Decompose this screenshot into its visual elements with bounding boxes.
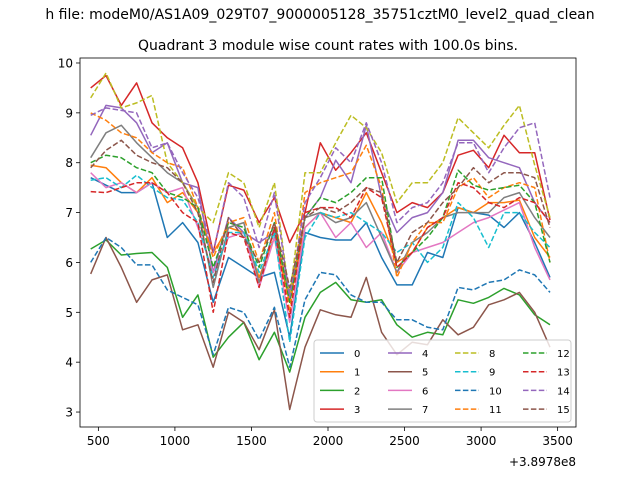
legend-label-9: 9 [489, 368, 495, 379]
x-tick-label: 2500 [389, 434, 420, 448]
x-offset-label: +3.8978e8 [509, 455, 576, 469]
y-tick-label: 4 [65, 356, 73, 370]
legend-label-1: 1 [354, 368, 360, 379]
legend-label-8: 8 [489, 349, 495, 360]
figure-suptitle: h file: modeM0/AS1A09_029T07_9000005128_… [45, 7, 594, 23]
legend-label-6: 6 [422, 386, 428, 397]
series-line-8 [90, 72, 551, 299]
series-line-2 [90, 239, 551, 373]
legend-label-11: 11 [489, 405, 502, 416]
legend-label-7: 7 [422, 405, 428, 416]
series-line-3 [90, 74, 551, 254]
legend-label-14: 14 [557, 386, 570, 397]
chart-title: Quadrant 3 module wise count rates with … [138, 38, 518, 54]
x-tick-label: 3500 [542, 434, 573, 448]
y-tick-label: 3 [65, 406, 73, 420]
x-tick-label: 2000 [313, 434, 344, 448]
y-tick-label: 8 [65, 156, 73, 170]
x-tick-label: 1000 [160, 434, 191, 448]
y-tick-label: 9 [65, 106, 73, 120]
legend-label-15: 15 [557, 405, 570, 416]
series-line-10 [90, 236, 551, 368]
y-tick-label: 6 [65, 256, 73, 270]
legend-label-4: 4 [422, 349, 428, 360]
legend-frame [313, 339, 572, 423]
legend-label-12: 12 [557, 349, 570, 360]
legend-label-2: 2 [354, 386, 360, 397]
y-tick-label: 10 [58, 56, 73, 70]
series-line-9 [90, 174, 551, 343]
series-line-15 [90, 139, 551, 289]
x-tick-label: 500 [87, 434, 110, 448]
y-tick-label: 5 [65, 306, 73, 320]
x-tick-label: 1500 [236, 434, 267, 448]
legend-label-13: 13 [557, 368, 570, 379]
series-lines [90, 72, 551, 411]
legend-label-5: 5 [422, 368, 428, 379]
legend-label-3: 3 [354, 405, 360, 416]
x-tick-label: 3000 [466, 434, 497, 448]
legend-label-10: 10 [489, 386, 502, 397]
y-tick-label: 7 [65, 206, 73, 220]
plot-area: 500 1000 1500 2000 2500 3000 35003456789100123… [58, 56, 577, 448]
series-line-11 [90, 112, 551, 314]
legend-label-0: 0 [354, 349, 360, 360]
series-line-5 [90, 236, 551, 411]
